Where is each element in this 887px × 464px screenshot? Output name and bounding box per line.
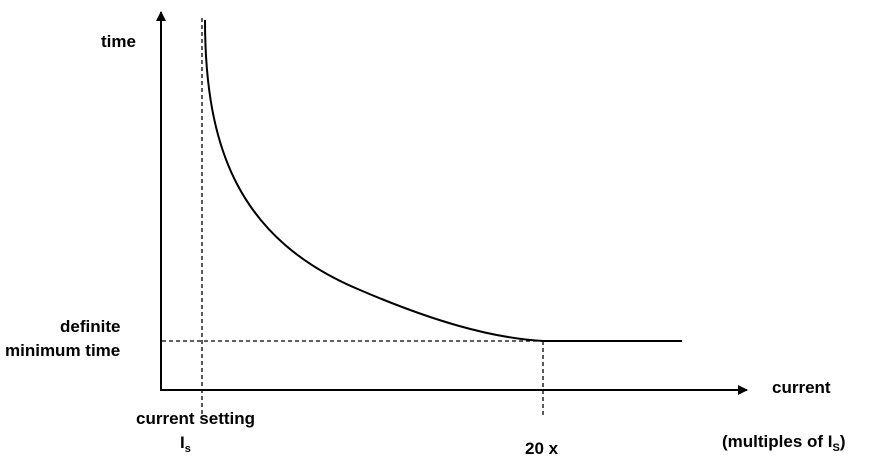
- multiples-label: (multiples of IS): [722, 432, 846, 454]
- definite-minimum-time-label-line2: minimum time: [5, 341, 121, 360]
- is-main-text: I: [180, 433, 185, 452]
- current-setting-label: current setting: [136, 409, 256, 428]
- x-axis-label: current: [772, 378, 831, 397]
- inverse-time-curve: [204, 19, 544, 342]
- multiples-prefix: (multiples of I: [722, 432, 833, 451]
- is-subscript: s: [184, 443, 191, 455]
- multiples-suffix: ): [839, 432, 846, 451]
- is-label: Is: [180, 433, 191, 455]
- y-axis-label: time: [101, 32, 136, 51]
- twenty-x-label: 20 x: [525, 439, 559, 458]
- multiples-subscript: S: [832, 442, 840, 454]
- definite-minimum-time-label-line1: definite: [60, 317, 121, 336]
